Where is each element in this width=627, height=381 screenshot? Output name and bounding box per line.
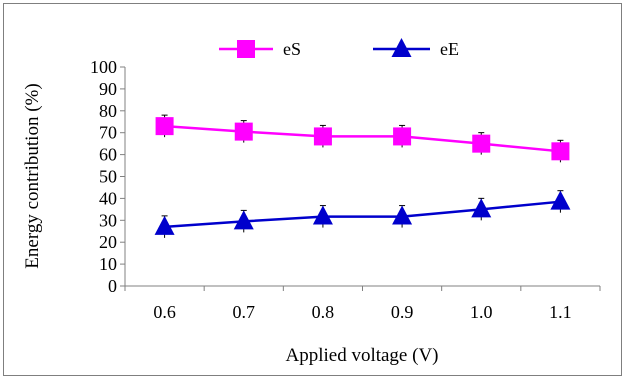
y-tick-label: 60: [99, 145, 117, 165]
axes: [124, 67, 600, 287]
legend-label: eE: [440, 39, 459, 59]
chart-frame: [3, 3, 622, 376]
legend: eS eE: [219, 37, 459, 59]
x-ticks: 0.6 0.7 0.8 0.9 1.0 1.1: [124, 286, 601, 322]
legend-item-eS: eS: [219, 39, 301, 59]
x-tick-label: 0.8: [312, 302, 335, 322]
data-point: [234, 122, 253, 141]
y-tick-label: 0: [108, 276, 117, 296]
data-point: [550, 190, 571, 210]
x-tick-label: 1.1: [549, 302, 572, 322]
data-point: [551, 142, 570, 161]
data-point: [392, 205, 413, 225]
y-tick-label: 10: [99, 254, 117, 274]
data-point: [155, 117, 174, 136]
data-point: [471, 198, 492, 218]
series-line: [164, 124, 561, 153]
x-axis-label: Applied voltage (V): [285, 345, 438, 366]
y-tick-label: 20: [99, 232, 117, 252]
legend-marker: [237, 40, 255, 58]
data-point: [233, 210, 254, 230]
y-tick-label: 40: [99, 188, 117, 208]
y-tick-label: 30: [99, 210, 117, 230]
legend-item-eE: eE: [373, 37, 459, 59]
y-tick-label: 90: [99, 79, 117, 99]
series-line: [164, 200, 561, 229]
series-eS: [155, 114, 570, 163]
y-tick-label: 80: [99, 101, 117, 121]
data-point: [313, 127, 332, 146]
data-point: [393, 127, 412, 146]
legend-label: eS: [283, 39, 301, 59]
x-tick-label: 0.7: [233, 302, 256, 322]
x-tick-label: 0.6: [153, 302, 176, 322]
series-layer: [154, 114, 571, 238]
series-eE: [154, 190, 571, 238]
data-point: [472, 134, 491, 153]
y-axis-label: Energy contribution (%): [22, 83, 43, 268]
y-tick-label: 50: [99, 167, 117, 187]
y-tick-label: 70: [99, 123, 117, 143]
x-tick-label: 1.0: [470, 302, 493, 322]
data-point: [312, 205, 333, 225]
data-point: [154, 215, 175, 235]
legend-marker: [391, 37, 412, 57]
y-tick-label: 100: [90, 57, 117, 77]
x-tick-label: 0.9: [391, 302, 414, 322]
